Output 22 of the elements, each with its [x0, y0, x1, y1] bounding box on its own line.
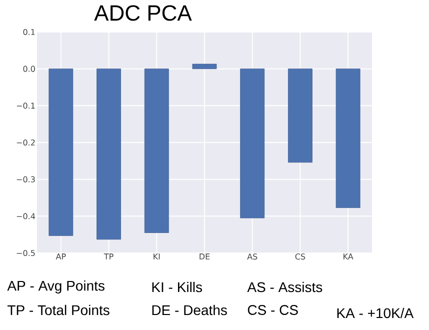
y-tick-label: 0.0 — [23, 66, 35, 72]
x-tick-label: TP — [104, 254, 114, 260]
text: DE - Deaths — [152, 304, 227, 316]
text: AS - Assists — [247, 282, 322, 292]
y-tick-label: −0.2 — [16, 139, 35, 146]
y-tick-label: −0.1 — [16, 102, 35, 109]
x-tick-label: AS — [247, 254, 258, 260]
y-tick-label: −0.3 — [16, 176, 35, 182]
chart-title: ADC PCA — [94, 5, 192, 21]
x-tick-label: KI — [154, 254, 160, 260]
x-tick-label: DE — [200, 254, 210, 260]
text: KI - Kills — [152, 282, 202, 292]
x-tick-label: KA — [344, 254, 354, 260]
x-tick-label: CS — [295, 254, 306, 260]
y-tick-label: −0.5 — [16, 250, 35, 256]
text: CS - CS — [248, 305, 298, 315]
text: KA - +10K/A — [337, 308, 414, 318]
x-tick-label: AP — [56, 254, 66, 260]
y-tick-label: −0.4 — [16, 213, 36, 220]
text: AP - Avg Points — [7, 280, 104, 294]
text: TP - Total Points — [8, 304, 110, 316]
y-tick-label: 0.1 — [23, 28, 35, 36]
